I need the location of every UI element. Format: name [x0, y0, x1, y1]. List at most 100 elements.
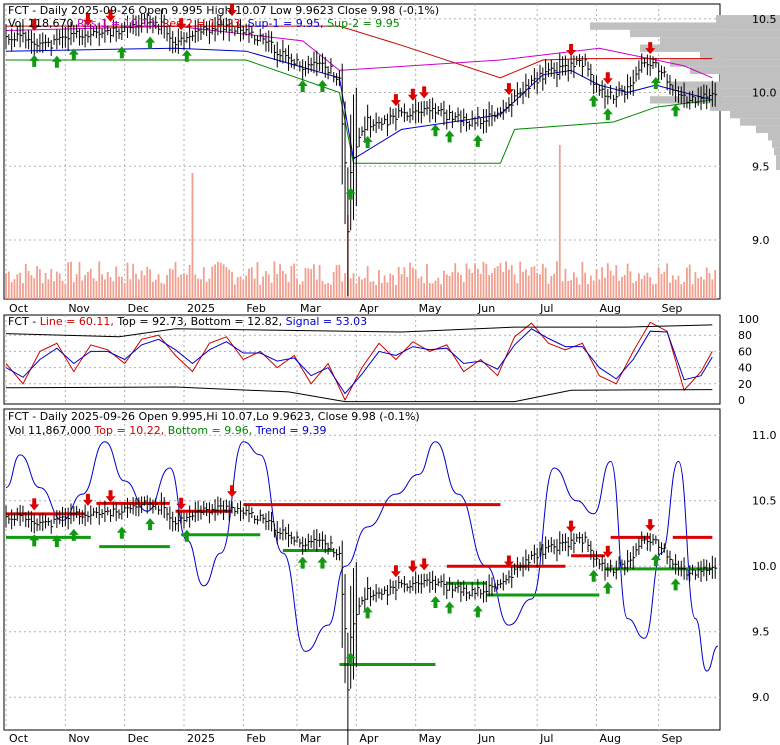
- sell-arrow: [645, 519, 656, 532]
- volume-bar: [129, 279, 132, 299]
- volume-bar: [493, 268, 496, 299]
- volume-bar: [426, 263, 428, 299]
- volume-bar: [287, 281, 290, 299]
- volume-bar: [47, 279, 50, 299]
- volume-bar: [440, 284, 443, 299]
- sell-arrow: [602, 72, 613, 85]
- x-tick-label: Jul: [539, 302, 553, 315]
- oscillator-lines: [5, 321, 713, 403]
- volume-bar: [154, 279, 157, 299]
- buy-arrow: [116, 526, 127, 539]
- price-panel-grid: [4, 4, 720, 299]
- sell-arrow: [82, 13, 93, 26]
- sell-arrow: [82, 493, 93, 506]
- volume-bar: [363, 277, 366, 299]
- volume-bar: [691, 284, 694, 299]
- volume-bar: [663, 271, 666, 299]
- x-tick-label: Oct: [9, 732, 29, 745]
- y-tick-label: 10.5: [752, 13, 777, 26]
- x-tick-label: 2025: [187, 732, 215, 745]
- trend-signal-arrows: [29, 485, 681, 665]
- volume-bar: [524, 269, 527, 299]
- sell-arrow: [176, 18, 187, 31]
- volume-bar: [112, 281, 115, 299]
- y-tick-label: 10.0: [752, 87, 777, 100]
- volume-bar: [22, 283, 24, 299]
- buy-arrow: [602, 108, 613, 121]
- volume-bar: [609, 270, 612, 299]
- volume-bar: [683, 281, 685, 299]
- buy-arrow: [602, 581, 613, 594]
- sell-arrow: [176, 497, 187, 510]
- volume-bar: [403, 267, 406, 299]
- volume-bar: [657, 267, 660, 299]
- x-tick-label: Apr: [359, 302, 379, 315]
- volume-bar: [327, 283, 329, 299]
- volume-bar: [10, 282, 13, 299]
- volume-bar: [471, 273, 474, 299]
- volume-bar: [89, 268, 92, 299]
- volume-bar: [502, 271, 505, 299]
- volume-bar: [423, 283, 426, 299]
- volume-bar: [279, 264, 281, 299]
- x-tick-label: Sep: [662, 302, 683, 315]
- x-tick-label: Mar: [300, 302, 321, 315]
- volume-bar: [259, 284, 262, 299]
- volume-profile-bar: [670, 59, 780, 67]
- volume-bar: [290, 265, 293, 299]
- volume-bar: [248, 268, 250, 299]
- volume-bar: [479, 273, 482, 299]
- volume-bar: [30, 275, 33, 299]
- oscillator-bottom-line: [5, 386, 713, 403]
- trend-x-axis: Oct Nov Dec 2025 Feb Mar Apr May Jun Jul Aug Sep: [9, 732, 682, 745]
- sell-arrow: [566, 520, 577, 533]
- volume-profile-bar: [774, 147, 780, 156]
- volume-bar: [140, 270, 143, 299]
- buy-arrow: [29, 54, 40, 67]
- oscillator-top-line: [5, 324, 713, 338]
- oscillator-signal-line: [5, 328, 713, 395]
- buy-arrow: [670, 578, 681, 591]
- volume-bar: [437, 277, 440, 299]
- volume-bar: [180, 274, 183, 299]
- sell-arrow: [419, 86, 430, 99]
- volume-bar: [570, 280, 572, 299]
- volume-bar: [70, 261, 72, 299]
- volume-bar: [253, 278, 256, 299]
- price-bars: [5, 9, 718, 297]
- volume-bar: [318, 265, 321, 299]
- volume-bar: [132, 263, 135, 299]
- volume-bar: [375, 284, 378, 299]
- volume-bar: [185, 274, 188, 299]
- volume-bar: [454, 263, 457, 299]
- volume-bar: [64, 283, 67, 299]
- x-tick-label: Feb: [246, 302, 265, 315]
- buy-arrow: [51, 535, 62, 548]
- y-tick-label: 9.5: [752, 626, 770, 639]
- y-tick-label: 40: [738, 362, 752, 375]
- sell-arrow: [227, 485, 238, 498]
- legend-item: Sup-2 = 9.95: [324, 17, 400, 30]
- volume-bar: [694, 272, 697, 299]
- volume-bar: [573, 272, 575, 299]
- volume-bar: [191, 173, 194, 299]
- buy-arrow: [650, 554, 661, 567]
- buy-arrow: [181, 529, 192, 542]
- legend-item: Res-1 = 10.10,: [73, 17, 158, 30]
- legend-item: Res-2 = 10.23,: [159, 17, 244, 30]
- volume-bar: [13, 279, 16, 299]
- volume-bar: [564, 268, 567, 299]
- price-panel-title: FCT - Daily 2025-09-26 Open 9.995 High 1…: [8, 4, 439, 17]
- volume-bar: [183, 273, 185, 299]
- volume-bar: [544, 267, 547, 299]
- buy-arrow: [670, 104, 681, 117]
- volume-bar: [686, 267, 688, 299]
- buy-arrow: [588, 94, 599, 107]
- buy-arrow: [29, 534, 40, 547]
- trend-y-axis: 11.0 10.5 10.0 9.5 9.0: [752, 429, 777, 704]
- trend-panel-title: FCT - Daily 2025-09-26 Open 9.995,Hi 10.…: [8, 410, 420, 423]
- volume-bar: [680, 284, 683, 299]
- volume-bar: [202, 267, 205, 299]
- volume-bar: [457, 272, 459, 299]
- volume-bar: [87, 271, 89, 299]
